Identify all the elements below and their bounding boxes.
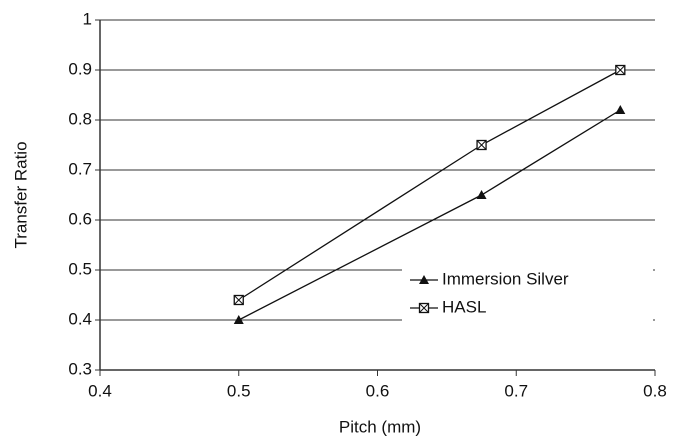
marker [615,64,626,76]
y-tick-label: 1 [83,9,92,28]
y-tick-label: 0.6 [68,209,92,228]
y-tick-label: 0.8 [68,109,92,128]
marker [233,294,244,306]
marker-cross [234,295,244,305]
legend-label: HASL [442,297,486,316]
marker [476,139,487,151]
x-tick-label: 0.5 [227,381,251,400]
x-axis-label: Pitch (mm) [339,417,421,436]
x-tick-label: 0.4 [88,381,112,400]
x-tick-label: 0.8 [643,381,667,400]
legend-box [402,262,653,324]
y-tick-label: 0.7 [68,159,92,178]
marker [615,105,626,114]
y-tick-label: 0.9 [68,59,92,78]
marker-cross [477,140,486,150]
y-axis-label: Transfer Ratio [11,141,30,248]
marker [419,275,429,284]
x-tick-label: 0.7 [504,381,528,400]
y-tick-label: 0.4 [68,309,92,328]
x-tick-label: 0.6 [366,381,390,400]
y-tick-label: 0.5 [68,259,92,278]
legend-label: Immersion Silver [442,269,569,288]
marker [476,190,487,199]
marker-cross [615,65,625,75]
marker-cross [419,303,429,313]
marker [233,315,244,324]
y-tick-label: 0.3 [68,359,92,378]
marker [418,302,430,314]
